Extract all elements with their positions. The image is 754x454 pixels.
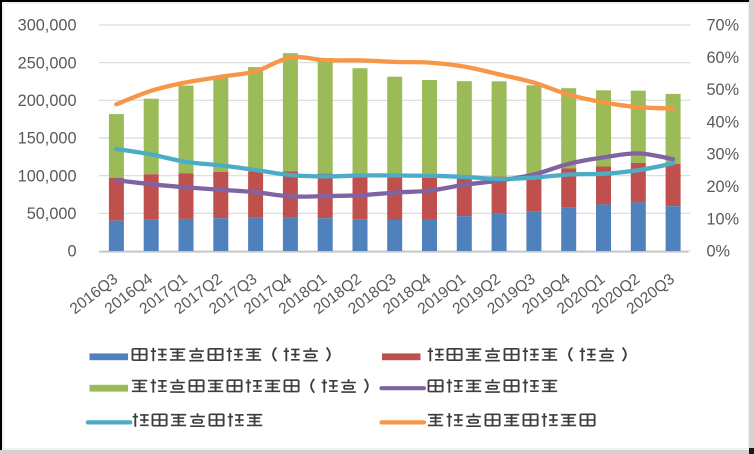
svg-text:60%: 60% — [707, 49, 740, 67]
svg-text:50,000: 50,000 — [27, 205, 77, 223]
svg-text:250,000: 250,000 — [18, 54, 77, 72]
svg-text:0%: 0% — [707, 243, 731, 261]
svg-text:10%: 10% — [707, 210, 740, 228]
svg-text:20%: 20% — [707, 178, 740, 196]
svg-text:50%: 50% — [707, 81, 740, 99]
svg-text:40%: 40% — [707, 114, 740, 132]
svg-text:150,000: 150,000 — [18, 130, 77, 148]
svg-text:200,000: 200,000 — [18, 92, 77, 110]
svg-text:30%: 30% — [707, 146, 740, 164]
svg-text:70%: 70% — [707, 17, 740, 35]
svg-text:300,000: 300,000 — [18, 17, 77, 35]
svg-text:0: 0 — [67, 243, 76, 261]
svg-text:100,000: 100,000 — [18, 167, 77, 185]
